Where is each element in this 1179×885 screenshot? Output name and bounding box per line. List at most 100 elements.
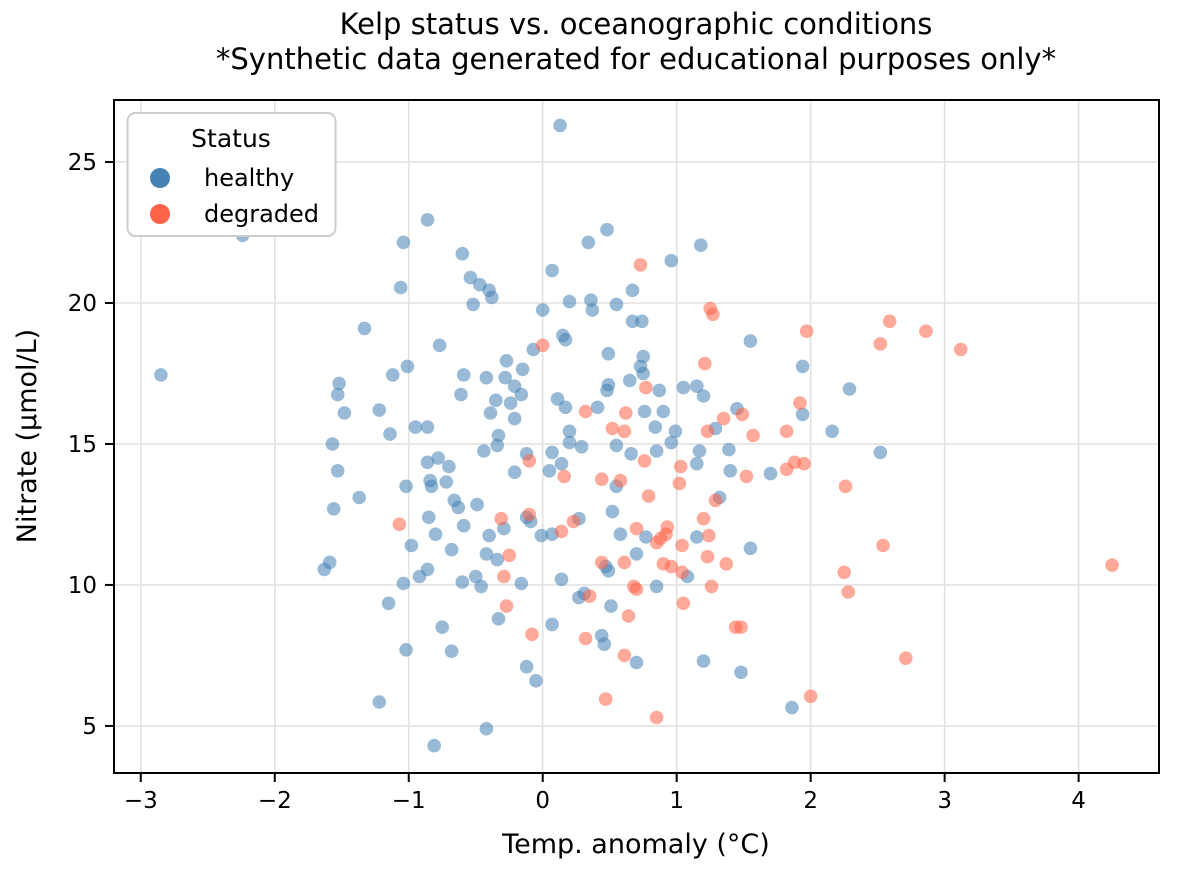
- scatter-point-healthy: [400, 359, 415, 374]
- scatter-point-healthy: [534, 528, 549, 543]
- scatter-point-healthy: [466, 297, 480, 312]
- scatter-point-healthy: [763, 466, 778, 481]
- scatter-point-degraded: [535, 338, 550, 353]
- scatter-point-degraded: [700, 424, 715, 439]
- scatter-point-healthy: [558, 332, 573, 347]
- scatter-point-degraded: [566, 514, 581, 529]
- scatter-point-healthy: [357, 321, 372, 336]
- scatter-point-healthy: [491, 428, 506, 443]
- scatter-point-degraded: [675, 538, 689, 553]
- scatter-point-degraded: [716, 411, 731, 426]
- scatter-point-healthy: [470, 497, 484, 512]
- scatter-point-degraded: [675, 565, 689, 580]
- scatter-point-healthy: [795, 407, 810, 422]
- scatter-point-healthy: [694, 238, 708, 252]
- scatter-point-degraded: [700, 549, 715, 564]
- scatter-point-healthy: [723, 464, 738, 478]
- scatter-point-healthy: [507, 411, 522, 426]
- scatter-point-degraded: [719, 557, 734, 571]
- scatter-point-healthy: [372, 403, 387, 417]
- scatter-point-degraded: [882, 314, 897, 329]
- scatter-point-healthy: [490, 552, 505, 567]
- scatter-point-healthy: [562, 294, 577, 309]
- scatter-point-healthy: [404, 538, 419, 553]
- scatter-point-healthy: [545, 445, 559, 460]
- x-tick-label: 2: [803, 788, 818, 814]
- scatter-point-healthy: [456, 518, 471, 533]
- y-tick-label: 10: [68, 573, 97, 599]
- legend-marker-healthy: [150, 168, 170, 188]
- scatter-point-healthy: [743, 334, 758, 348]
- scatter-point-healthy: [479, 370, 494, 385]
- scatter-point-degraded: [594, 472, 609, 487]
- scatter-point-healthy: [623, 373, 637, 388]
- scatter-point-degraded: [704, 579, 719, 594]
- scatter-point-healthy: [676, 380, 691, 395]
- scatter-point-healthy: [514, 387, 529, 402]
- scatter-point-healthy: [795, 359, 810, 374]
- x-tick-label: −2: [258, 788, 292, 814]
- scatter-point-degraded: [639, 380, 653, 395]
- scatter-point-degraded: [641, 489, 656, 503]
- scatter-point-healthy: [424, 479, 439, 494]
- y-tick-label: 20: [68, 291, 97, 317]
- scatter-point-degraded: [578, 404, 593, 419]
- scatter-point-degraded: [497, 569, 511, 584]
- scatter-point-healthy: [562, 435, 577, 450]
- scatter-point-healthy: [635, 314, 649, 329]
- scatter-point-healthy: [629, 655, 644, 670]
- scatter-point-healthy: [692, 444, 707, 458]
- x-tick-label: −1: [392, 788, 426, 814]
- scatter-point-degraded: [619, 406, 633, 420]
- scatter-point-degraded: [557, 469, 571, 484]
- scatter-point-healthy: [649, 579, 664, 594]
- scatter-point-healthy: [332, 376, 346, 391]
- scatter-point-healthy: [499, 354, 514, 368]
- scatter-point-healthy: [545, 617, 559, 632]
- scatter-point-healthy: [664, 435, 679, 450]
- scatter-point-healthy: [396, 576, 411, 591]
- x-tick-label: 1: [669, 788, 684, 814]
- scatter-point-healthy: [442, 459, 456, 474]
- scatter-point-degraded: [598, 692, 613, 706]
- scatter-point-degraded: [637, 454, 652, 468]
- scatter-point-healthy: [639, 530, 653, 544]
- scatter-point-healthy: [690, 530, 704, 544]
- scatter-point-healthy: [652, 383, 667, 398]
- scatter-point-healthy: [514, 576, 529, 591]
- scatter-point-degraded: [746, 428, 760, 443]
- scatter-point-healthy: [444, 542, 459, 557]
- scatter-point-healthy: [600, 383, 614, 398]
- scatter-point-healthy: [597, 637, 612, 651]
- scatter-point-degraded: [672, 476, 687, 491]
- scatter-point-degraded: [702, 528, 716, 543]
- scatter-point-healthy: [842, 382, 857, 396]
- scatter-point-healthy: [485, 290, 499, 305]
- scatter-point-degraded: [734, 620, 748, 634]
- scatter-point-healthy: [477, 444, 491, 458]
- scatter-point-healthy: [690, 456, 704, 471]
- scatter-point-healthy: [696, 389, 711, 403]
- scatter-point-degraded: [735, 407, 750, 422]
- scatter-point-healthy: [542, 464, 557, 478]
- scatter-point-healthy: [825, 424, 839, 439]
- scatter-point-healthy: [451, 500, 466, 515]
- y-axis-ticks: 5 10 15 20 25: [68, 150, 114, 740]
- scatter-point-healthy: [337, 406, 352, 420]
- scatter-point-healthy: [649, 444, 664, 458]
- scatter-point-degraded: [660, 520, 675, 534]
- scatter-point-degraded: [799, 324, 814, 339]
- scatter-point-healthy: [625, 283, 640, 298]
- scatter-point-healthy: [420, 562, 435, 577]
- scatter-point-degraded: [779, 424, 794, 439]
- scatter-point-degraded: [797, 456, 811, 471]
- scatter-point-healthy: [609, 438, 624, 453]
- scatter-point-healthy: [668, 424, 683, 439]
- scatter-point-healthy: [422, 510, 436, 525]
- scatter-point-degraded: [838, 479, 853, 494]
- legend-label-healthy: healthy: [204, 164, 294, 192]
- scatter-point-healthy: [454, 387, 468, 402]
- scatter-point-degraded: [841, 585, 855, 599]
- scatter-point-healthy: [722, 442, 736, 457]
